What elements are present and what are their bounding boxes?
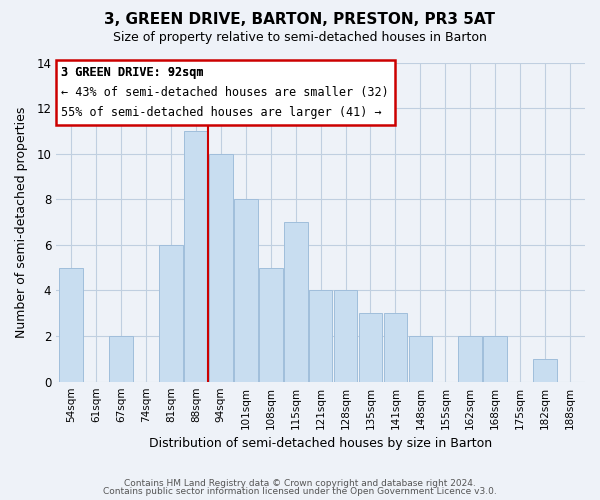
Text: 3 GREEN DRIVE: 92sqm
← 43% of semi-detached houses are smaller (32)
55% of semi-: 3 GREEN DRIVE: 92sqm ← 43% of semi-detac… <box>61 66 389 118</box>
Bar <box>533 359 557 382</box>
Bar <box>209 154 233 382</box>
Bar <box>284 222 308 382</box>
Bar <box>484 336 507 382</box>
Bar <box>234 200 257 382</box>
Bar <box>159 245 183 382</box>
Bar <box>109 336 133 382</box>
Bar <box>309 290 332 382</box>
Text: Contains public sector information licensed under the Open Government Licence v3: Contains public sector information licen… <box>103 487 497 496</box>
Bar <box>59 268 83 382</box>
Bar <box>383 314 407 382</box>
Text: Size of property relative to semi-detached houses in Barton: Size of property relative to semi-detach… <box>113 31 487 44</box>
Bar <box>259 268 283 382</box>
Bar <box>334 290 358 382</box>
Bar <box>184 131 208 382</box>
Bar <box>359 314 382 382</box>
Bar <box>458 336 482 382</box>
Text: 3 GREEN DRIVE: 92sqm: 3 GREEN DRIVE: 92sqm <box>61 66 204 78</box>
X-axis label: Distribution of semi-detached houses by size in Barton: Distribution of semi-detached houses by … <box>149 437 492 450</box>
Text: Contains HM Land Registry data © Crown copyright and database right 2024.: Contains HM Land Registry data © Crown c… <box>124 478 476 488</box>
Y-axis label: Number of semi-detached properties: Number of semi-detached properties <box>15 106 28 338</box>
Text: 3, GREEN DRIVE, BARTON, PRESTON, PR3 5AT: 3, GREEN DRIVE, BARTON, PRESTON, PR3 5AT <box>104 12 496 28</box>
Bar <box>409 336 432 382</box>
